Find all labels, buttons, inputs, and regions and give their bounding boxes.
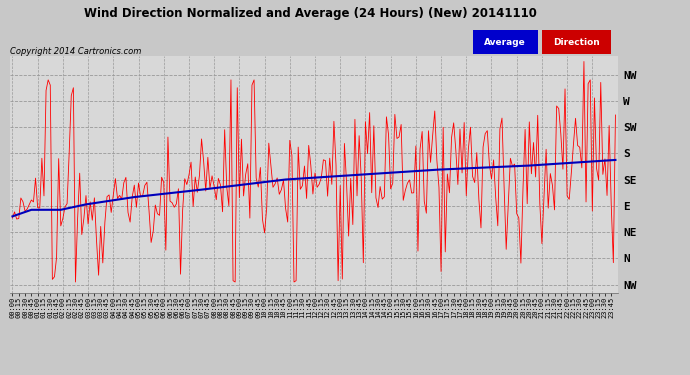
Text: Wind Direction Normalized and Average (24 Hours) (New) 20141110: Wind Direction Normalized and Average (2… <box>84 8 537 21</box>
Bar <box>542 30 611 54</box>
Bar <box>473 30 538 54</box>
Text: Average: Average <box>484 38 526 47</box>
Text: Direction: Direction <box>553 38 600 47</box>
Text: Copyright 2014 Cartronics.com: Copyright 2014 Cartronics.com <box>10 47 141 56</box>
